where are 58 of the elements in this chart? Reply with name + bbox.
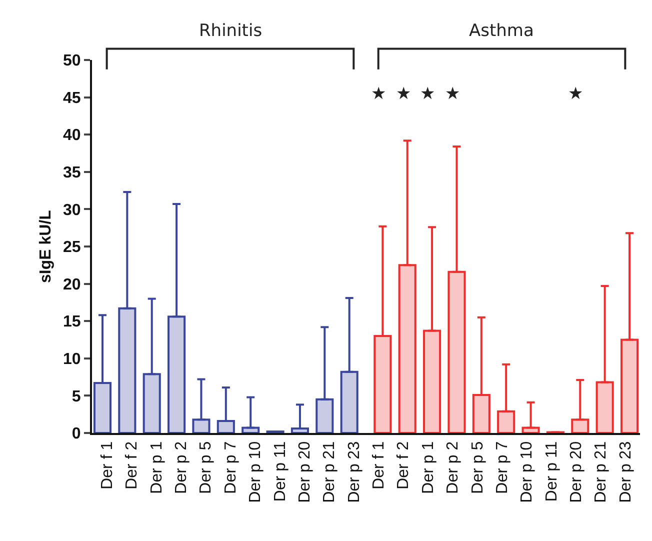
x-tick-label: Der f 1 [99, 441, 116, 490]
x-tick-label: Der p 7 [494, 441, 511, 494]
annotation: ★ [568, 84, 584, 104]
x-tick-label: Der f 2 [124, 441, 141, 490]
x-tick-label: Der p 11 [272, 441, 289, 502]
annotation: ★ [396, 84, 412, 104]
bar [620, 338, 639, 433]
text: Rhinitis [199, 21, 262, 41]
y-tick-label: 15 [63, 314, 81, 331]
bar [340, 370, 358, 433]
x-tick-label: Der p 1 [420, 441, 437, 494]
x-tick-label: Der p 1 [148, 441, 166, 494]
bar [374, 335, 392, 433]
x-tick-label: Der f 2 [395, 441, 412, 490]
x-tick-label: Der f 1 [370, 441, 388, 490]
x-tick-label: Der p 23 [346, 441, 363, 503]
x-tick-label: Der p 5 [469, 441, 486, 494]
bar [571, 418, 590, 433]
bar [596, 381, 614, 433]
annotation: ★ [445, 84, 460, 104]
y-tick-label: 50 [63, 52, 81, 70]
bar [192, 418, 210, 433]
bar [118, 307, 136, 433]
y-tick-label: 40 [63, 127, 81, 144]
y-tick-label: 45 [63, 90, 81, 107]
x-tick-label: Der p 20 [568, 441, 586, 503]
x-tick-label: Der p 5 [198, 441, 215, 494]
x-tick-label: Der p 20 [296, 441, 314, 503]
x-tick-label: Der p 11 [543, 441, 560, 502]
text: Asthma [469, 21, 534, 41]
y-tick-label: 35 [63, 164, 81, 182]
annotation: ★ [420, 84, 436, 104]
y-tick-label: 25 [63, 239, 81, 256]
x-tick-label: Der p 2 [444, 441, 462, 494]
bar [448, 270, 466, 433]
x-tick-label: Der p 21 [321, 441, 338, 503]
bar [497, 410, 516, 433]
x-tick-label: Der p 2 [173, 441, 190, 494]
bar [423, 330, 442, 433]
bar [398, 264, 416, 433]
x-tick-label: Der p 21 [592, 441, 610, 503]
y-tick-label: 30 [63, 202, 81, 219]
bar [168, 316, 186, 433]
y-tick-label: 10 [63, 351, 81, 368]
x-tick-label: Der p 10 [247, 441, 264, 503]
bar [142, 373, 161, 433]
annotation: ★ [371, 84, 386, 104]
y-tick-label: 5 [72, 388, 81, 406]
x-tick-label: Der p 7 [222, 441, 240, 494]
bar [216, 420, 235, 433]
y-axis-title: sIgE kU/L [37, 210, 54, 283]
bar [93, 382, 112, 433]
x-tick-label: Der p 10 [518, 441, 536, 503]
y-tick-label: 20 [63, 276, 81, 294]
bar [316, 398, 334, 433]
y-tick-label: 0 [72, 426, 81, 443]
x-tick-label: Der p 23 [617, 441, 634, 503]
bar [472, 394, 490, 433]
